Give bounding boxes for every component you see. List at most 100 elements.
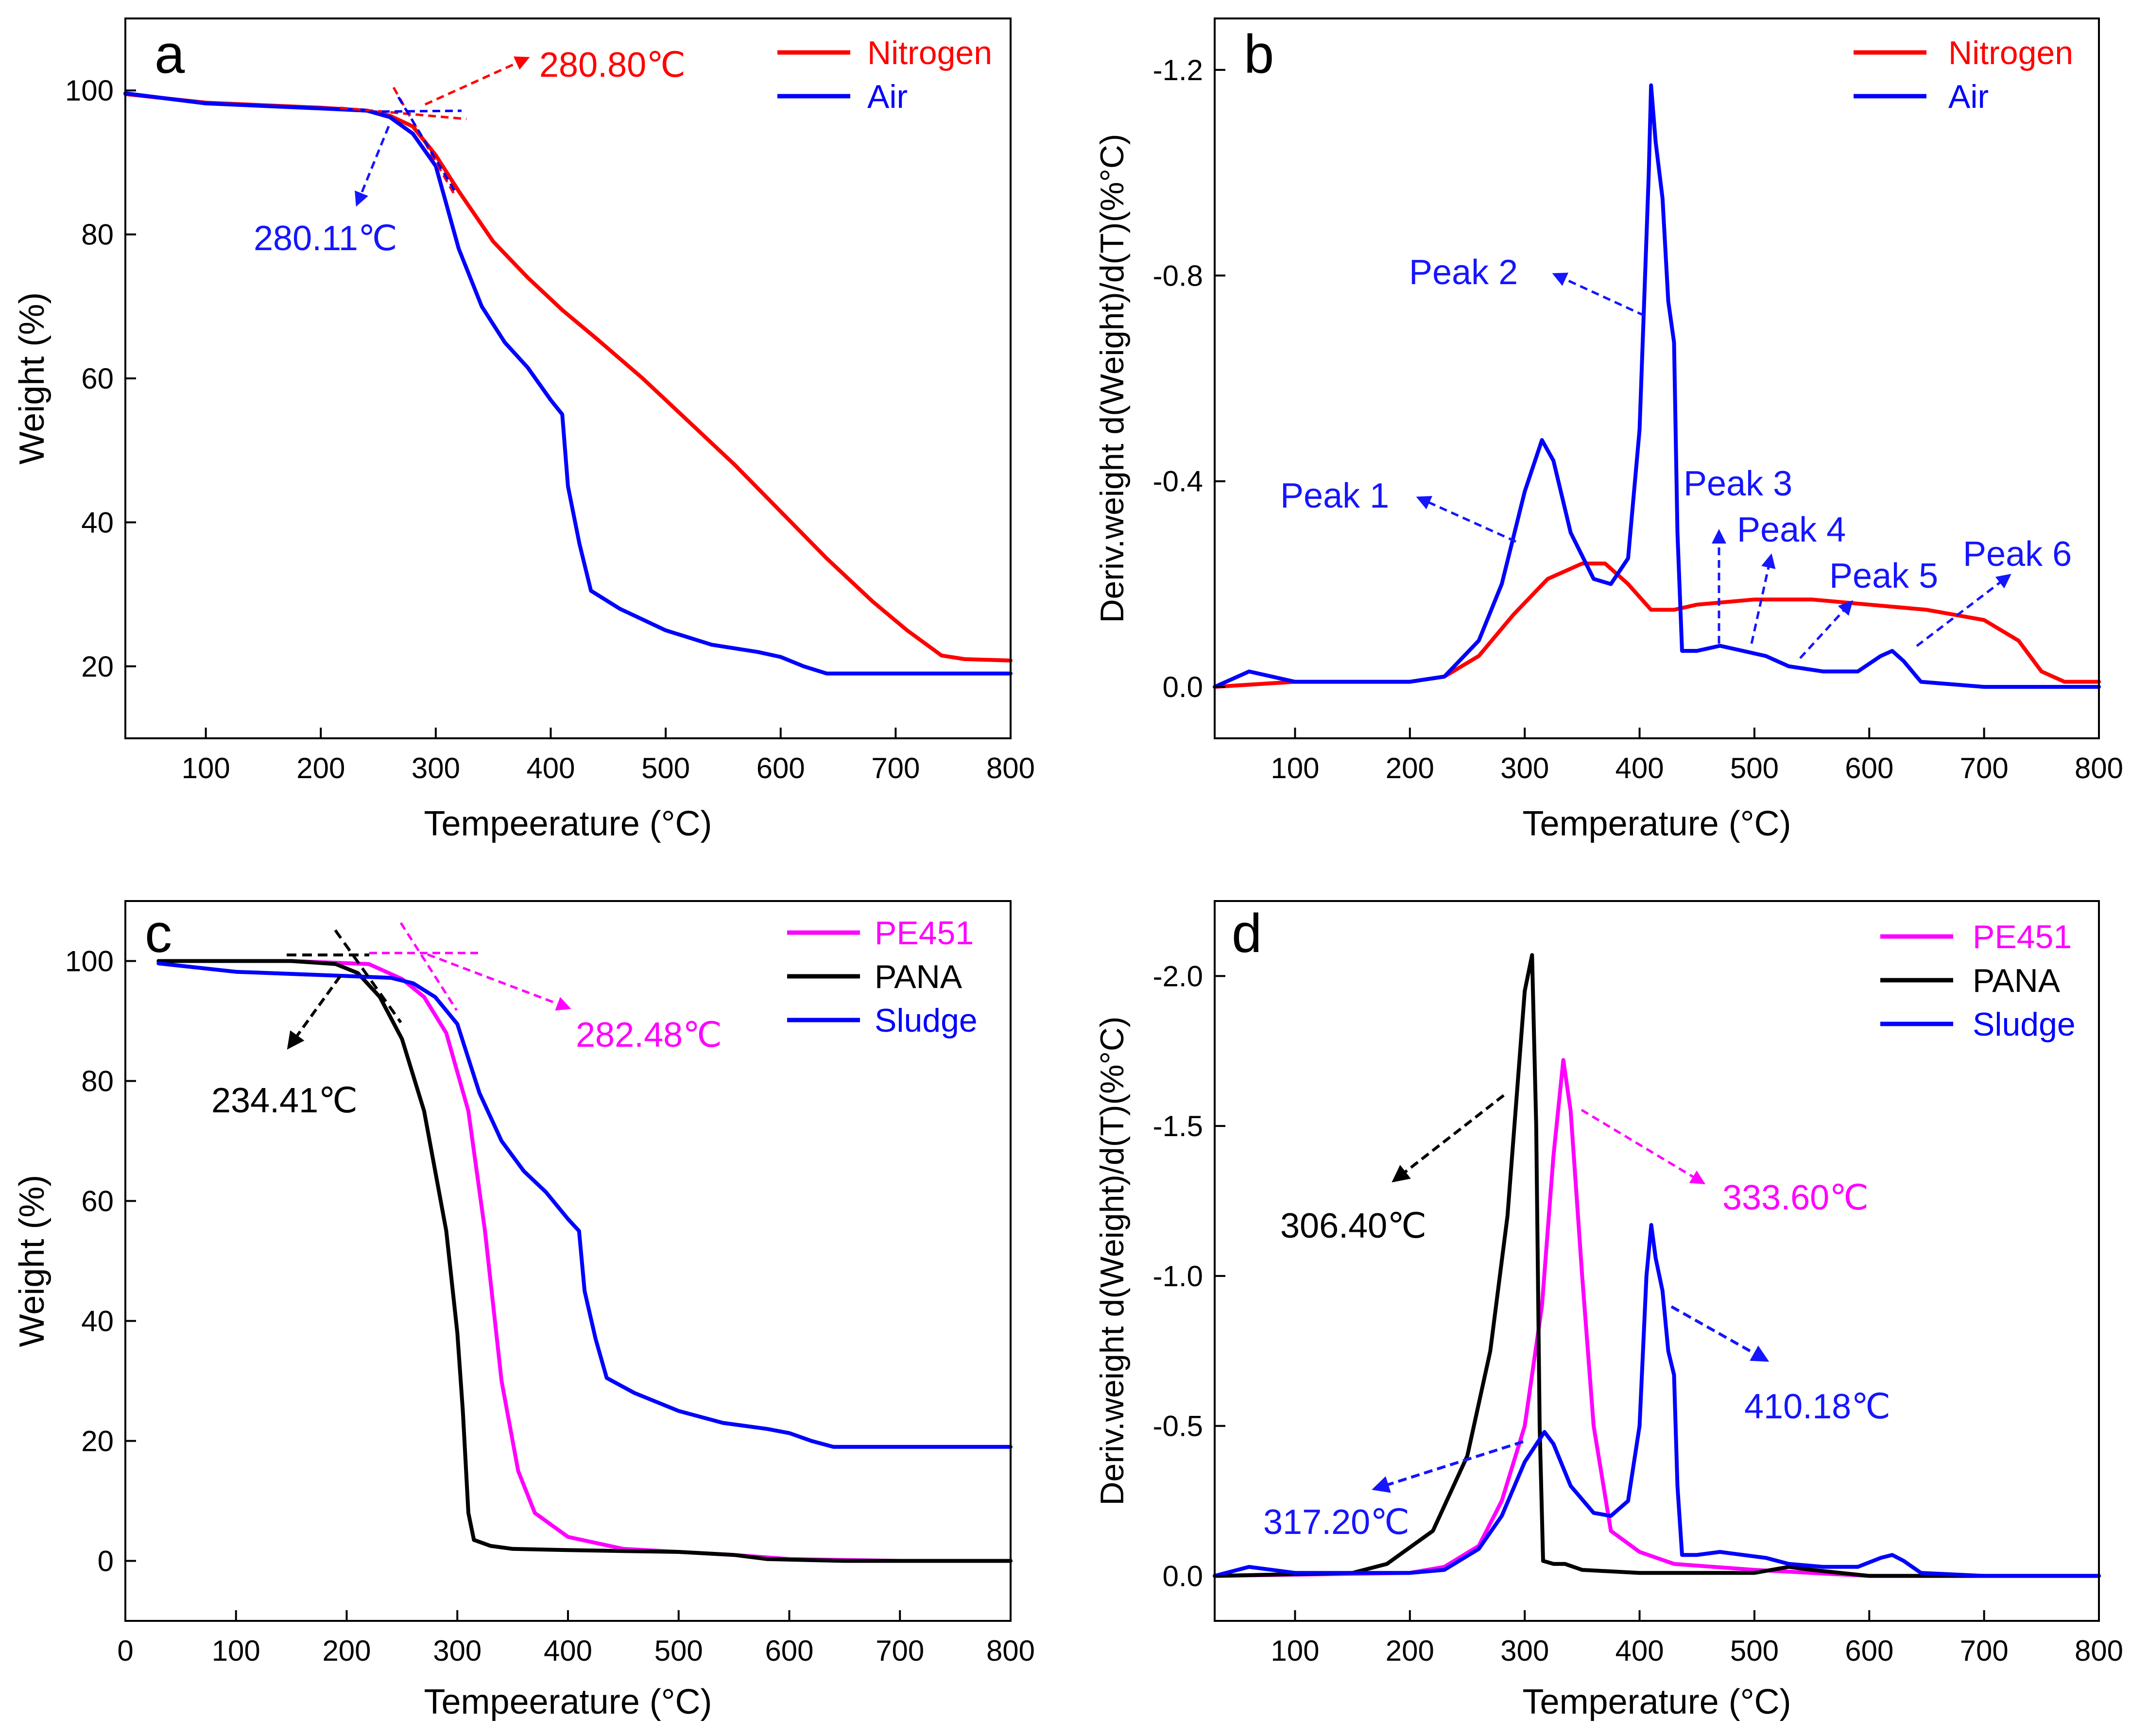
x-tick-label: 100 [212,1634,260,1667]
y-tick-label: -0.8 [1153,259,1203,292]
annotation-peak-2: Peak 2 [1409,253,1518,292]
annotation-peak-sludge-2: 410.18℃ [1744,1387,1890,1426]
x-tick-label: 500 [654,1634,703,1667]
panel-d-xlabel: Temperature (°C) [1523,1683,1791,1721]
panel-b-ticks: 100 200 300 400 500 600 700 800 0.0 -0.4 -0.8 -1.2 [1153,54,2123,784]
annotation-arrow [1372,1440,1524,1493]
x-tick-label: 300 [1500,752,1549,784]
legend-label-pe451: PE451 [1973,919,2072,955]
annotation-arrow [1916,574,2011,647]
annotation-onset-nitrogen: 280.80℃ [539,46,686,85]
x-tick-label: 400 [544,1634,592,1667]
annotation-onset-air: 280.11℃ [254,219,397,258]
y-tick-label: 40 [81,506,114,539]
panel-b: 100 200 300 400 500 600 700 8000.0-0.4-0.8-1.2 … [1094,17,2123,843]
y-tick-label: -1.0 [1153,1260,1203,1293]
panel-d-frame [1214,900,2100,1622]
x-tick-label: 800 [2075,752,2123,784]
annotation-arrow [1670,1305,1770,1362]
legend-label-air: Air [867,78,908,115]
annotation-arrow [424,56,530,106]
legend-label-pe451: PE451 [875,915,974,952]
legend-label-sludge: Sludge [875,1002,978,1039]
panel-a-letter: a [155,24,185,85]
x-tick-label: 500 [641,752,690,784]
panel-b-xlabel: Temperature (°C) [1523,804,1791,843]
panel-a-curves [123,91,1013,676]
legend-label-sludge: Sludge [1973,1006,2076,1043]
tangent-line [334,929,402,1023]
panel-a-xlabel: Tempeerature (°C) [424,804,712,843]
x-tick-label: 400 [1615,1634,1664,1667]
x-tick-label: 400 [526,752,575,784]
annotation-arrow [1552,272,1646,317]
panel-d: 100 200 300 400 500 600 700 800 0.0 -0.5 -1.0 -1.5 -… [1094,900,2123,1721]
series-line-nitrogen [123,92,1013,663]
x-tick-label: 600 [756,752,805,784]
x-tick-label: 200 [1386,752,1434,784]
panel-d-curves [1213,953,2101,1578]
series-line-sludge [156,961,1013,1449]
x-tick-label: 700 [1960,752,2009,784]
tangent-line [392,86,456,195]
panel-c-ylabel: Weight (%) [13,1175,52,1347]
y-tick-label: -2.0 [1153,960,1203,992]
panel-d-letter: d [1232,903,1262,964]
x-tick-label: 300 [1500,1634,1549,1667]
panel-a: 100 200 300 400 500 600 700 800 20 40 60 80 100 a Te… [13,17,1035,843]
annotation-arrow [1799,600,1854,659]
y-tick-label: 20 [81,1425,114,1458]
annotation-peak-3: Peak 3 [1684,464,1792,503]
panel-a-ylabel: Weight (%) [13,292,52,465]
tangent-line [399,922,458,1011]
legend-label-nitrogen: Nitrogen [1948,34,2073,71]
series-line-sludge [1213,1223,2101,1578]
x-tick-label: 600 [1845,1634,1893,1667]
x-tick-label: 200 [322,1634,371,1667]
panel-b-curves [1213,83,2101,689]
tangent-line [369,109,462,113]
annotation-arrow [1392,1094,1505,1183]
x-tick-label: 200 [296,752,345,784]
annotation-peak-pe451: 333.60℃ [1722,1178,1869,1217]
series-line-air [1213,83,2101,689]
y-tick-label: 40 [81,1305,114,1338]
panel-b-frame [1214,17,2100,739]
panel-d-ticks: 100 200 300 400 500 600 700 800 0.0 -0.5 -1.0 -1.5 -… [1153,960,2123,1667]
y-tick-label: 80 [81,219,114,251]
x-tick-label: 700 [876,1634,924,1667]
series-line-pana [1213,953,2101,1578]
x-tick-label: 700 [871,752,920,784]
x-tick-label: 300 [412,752,460,784]
annotation-peak-5: Peak 5 [1829,557,1938,596]
panel-c-xlabel: Tempeerature (°C) [424,1683,712,1721]
x-tick-label: 100 [1271,752,1319,784]
legend-label-pana: PANA [1973,962,2061,999]
panel-d-ylabel: Deriv.weight d(Weight)/d(T)(%°C) [1094,1016,1131,1505]
annotation-peak-pana: 306.40℃ [1280,1207,1426,1245]
tangent-line [397,96,458,195]
annotation-peak-4: Peak 4 [1737,511,1846,549]
panel-a-ticks: 100 200 300 400 500 600 700 800 20 40 60 80 100 [65,74,1035,784]
x-tick-label: 800 [2075,1634,2123,1667]
panel-c-curves [156,959,1013,1563]
y-tick-label: -0.5 [1153,1410,1203,1443]
annotation-arrow [1581,1108,1706,1185]
y-tick-label: 80 [81,1065,114,1098]
x-tick-label: 800 [986,1634,1035,1667]
annotation-peak-6: Peak 6 [1963,535,2072,574]
x-tick-label: 400 [1615,752,1664,784]
series-line-air [123,91,1013,676]
annotation-peak-sludge-1: 317.20℃ [1263,1503,1409,1542]
annotation-arrow [287,975,342,1050]
x-tick-label: 200 [1386,1634,1434,1667]
legend-label-air: Air [1948,78,1989,115]
x-tick-label: 500 [1730,1634,1779,1667]
y-tick-label: 100 [65,74,114,107]
annotation-arrow [1750,553,1776,644]
x-tick-label: 0 [117,1634,133,1667]
y-tick-label: 0 [98,1545,114,1578]
annotation-onset-pana: 234.41℃ [211,1081,358,1120]
panel-c-ticks: 0 100 200 300 400 500 600 700 800 0 20 40 60 80 100 [65,945,1035,1668]
